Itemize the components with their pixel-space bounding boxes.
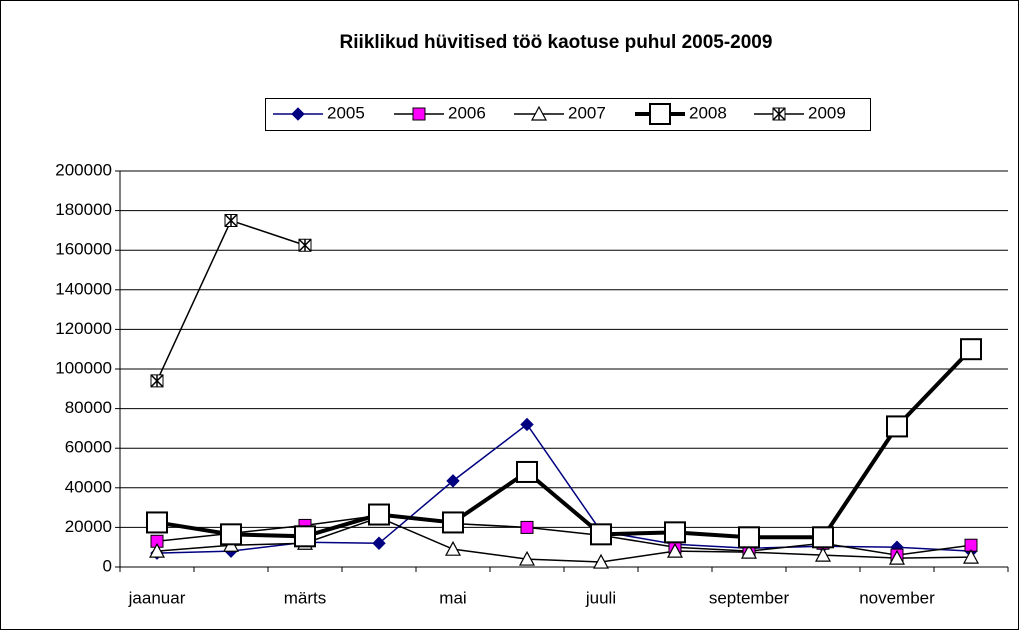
marker [224, 213, 238, 228]
y-tick-label: 0 [103, 556, 112, 575]
marker [372, 536, 386, 550]
y-tick-label: 200000 [55, 160, 112, 179]
x-tick-label: november [859, 588, 935, 607]
marker [772, 107, 786, 121]
marker [812, 526, 834, 549]
y-tick-label: 100000 [55, 358, 112, 377]
marker [298, 238, 312, 252]
marker [294, 525, 316, 548]
marker [740, 543, 758, 559]
marker [220, 523, 242, 546]
marker [444, 540, 462, 556]
marker [738, 526, 760, 549]
marker [666, 542, 684, 558]
x-tick-label: mai [439, 588, 466, 607]
marker [518, 550, 536, 566]
marker [590, 523, 612, 546]
marker [592, 553, 610, 569]
marker [146, 511, 168, 534]
marker [520, 417, 534, 432]
x-tick-label: jaanuar [128, 588, 186, 607]
marker [962, 548, 980, 564]
series-line [156, 516, 972, 563]
x-tick-label: märts [284, 588, 327, 607]
y-tick-label: 20000 [65, 517, 112, 536]
series-line [156, 514, 972, 556]
y-tick-label: 180000 [55, 200, 112, 219]
marker [530, 105, 548, 121]
marker [150, 374, 164, 388]
chart-title: Riiklikud hüvitised töö kaotuse puhul 20… [340, 32, 773, 53]
y-tick-label: 120000 [55, 319, 112, 338]
y-tick-label: 160000 [55, 240, 112, 259]
marker [148, 542, 166, 558]
y-tick-label: 80000 [65, 398, 112, 417]
marker [442, 511, 464, 534]
y-tick-label: 60000 [65, 438, 112, 457]
y-tick-label: 140000 [55, 279, 112, 298]
marker [368, 503, 390, 526]
marker [291, 107, 305, 121]
marker [649, 103, 671, 125]
marker [520, 520, 534, 534]
marker [960, 338, 982, 361]
marker [664, 521, 686, 544]
legend-label: 2008 [689, 103, 727, 122]
marker [412, 107, 426, 121]
y-tick-label: 40000 [65, 477, 112, 496]
series-line [156, 347, 973, 540]
legend-label: 2009 [808, 103, 846, 122]
marker [516, 460, 538, 483]
x-tick-label: juuli [585, 588, 616, 607]
legend-label: 2006 [448, 103, 486, 122]
marker [446, 474, 460, 488]
marker [886, 415, 908, 438]
legend-label: 2005 [327, 103, 365, 122]
legend-label: 2007 [568, 103, 606, 122]
marker [888, 549, 906, 565]
x-tick-label: september [709, 588, 790, 607]
marker [814, 546, 832, 562]
